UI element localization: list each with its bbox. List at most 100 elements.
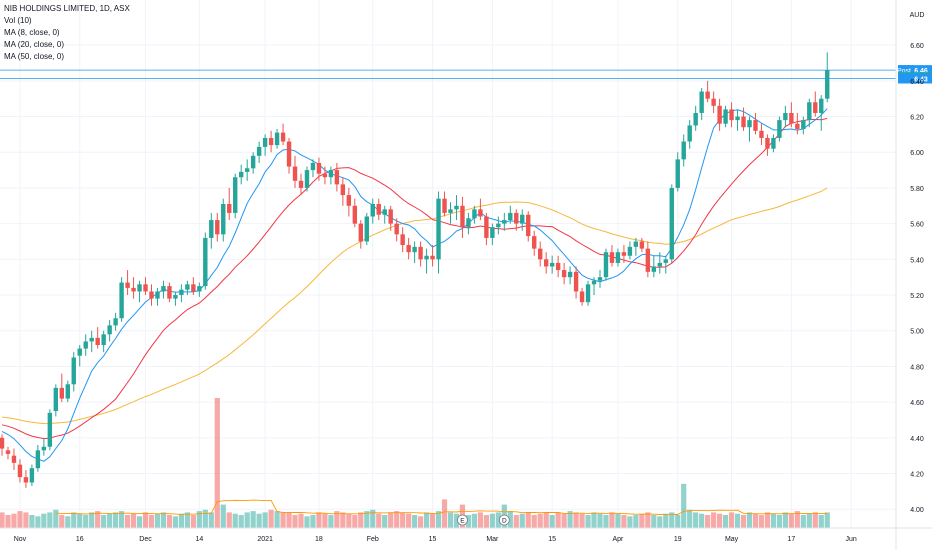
candle-body (215, 220, 220, 235)
candle-body (460, 205, 465, 228)
volume-bar (675, 515, 681, 528)
volume-bar (669, 512, 675, 528)
volume-bar (681, 483, 687, 528)
candle-body (675, 159, 680, 188)
candle-body (777, 120, 782, 138)
candle-body (478, 209, 483, 217)
volume-bar (160, 512, 167, 528)
candle-body (597, 277, 603, 281)
candle-body (687, 125, 692, 142)
candle-body (239, 171, 244, 178)
volume-bar (89, 512, 95, 528)
candle-body (0, 437, 5, 449)
volume-bar (65, 516, 71, 528)
volume-bar (412, 515, 418, 528)
volume-bar (406, 513, 412, 528)
price-tick-label: 6.40 (910, 79, 924, 86)
volume-bar (633, 515, 639, 528)
time-tick-label: May (725, 536, 739, 543)
candle-body (657, 262, 662, 267)
candle-body (95, 337, 100, 346)
candle-body (591, 280, 597, 285)
candle-body (771, 137, 776, 149)
volume-bar (423, 512, 430, 528)
candle-body (496, 223, 501, 228)
volume-bar (489, 513, 495, 528)
volume-bar (29, 515, 35, 528)
volume-bar (11, 513, 17, 528)
candle-body (508, 212, 513, 221)
candle-body (759, 130, 764, 138)
candle-body (268, 137, 274, 146)
candle-body (561, 270, 567, 278)
candle-body (191, 284, 196, 292)
candle-body (274, 132, 280, 146)
volume-bar (746, 512, 753, 528)
candle-body (286, 141, 292, 167)
volume-bar (0, 512, 5, 528)
legend-item-ma8[interactable]: MA (8, close, 0) (4, 28, 60, 37)
candle-body (753, 120, 758, 131)
volume-bar (663, 513, 669, 528)
volume-bar (483, 515, 489, 528)
time-tick-label: Feb (367, 536, 379, 543)
volume-bar (394, 511, 400, 528)
candle-body (304, 170, 310, 188)
volume-bar (322, 513, 328, 528)
post-tag-label: Post (897, 68, 911, 75)
price-tick-label: 5.60 (910, 222, 924, 229)
candle-body (352, 205, 358, 224)
candle-body (65, 384, 70, 399)
volume-bar (818, 515, 824, 528)
event-marker[interactable] (498, 514, 510, 526)
volume-bar (418, 516, 424, 528)
volume-bar (465, 515, 472, 528)
candle-body (538, 248, 543, 260)
candle-body (370, 204, 375, 217)
candle-body (233, 177, 238, 213)
candle-body (651, 266, 657, 272)
volume-bar (124, 515, 131, 528)
volume-bar (453, 513, 460, 528)
candle-body (765, 137, 770, 149)
time-tick-label: 18 (315, 536, 323, 543)
candle-body (436, 198, 441, 260)
volume-bar (579, 513, 585, 528)
legend-item-ma20[interactable]: MA (20, close, 0) (4, 40, 65, 49)
volume-bar (190, 515, 196, 528)
candle-body (179, 289, 184, 296)
legend: NIB HOLDINGS LIMITED, 1D, ASX Vol (10) M… (4, 3, 130, 63)
volume-bar (35, 516, 41, 528)
price-tick-label: 4.00 (910, 507, 924, 514)
legend-item-ma50[interactable]: MA (50, close, 0) (4, 52, 65, 61)
candle-body (227, 204, 232, 213)
volume-bar (352, 515, 358, 528)
candle-body (639, 241, 645, 249)
candle-body (579, 291, 585, 303)
volume-bar (603, 515, 609, 528)
volume-bar (154, 513, 161, 528)
legend-item-volume[interactable]: Vol (10) (4, 16, 32, 25)
candle-body (197, 286, 202, 292)
price-tick-label: 4.60 (910, 400, 924, 407)
time-tick-label: 19 (674, 536, 682, 543)
volume-bar (238, 515, 244, 528)
event-marker[interactable] (457, 514, 468, 526)
candle-body (819, 98, 824, 113)
candle-body (532, 236, 537, 249)
volume-bar (148, 515, 155, 528)
volume-bar (208, 512, 214, 528)
volume-bar (639, 513, 645, 528)
volume-bar (220, 504, 226, 528)
volume-bar (705, 515, 711, 528)
volume-bar (256, 513, 262, 528)
candle-body (430, 255, 435, 260)
volume-bar (519, 513, 525, 528)
time-tick-label: 15 (429, 536, 437, 543)
volume-bar (543, 512, 549, 528)
candle-body (322, 173, 328, 178)
volume-bar (226, 512, 232, 528)
volume-bar (435, 511, 442, 528)
